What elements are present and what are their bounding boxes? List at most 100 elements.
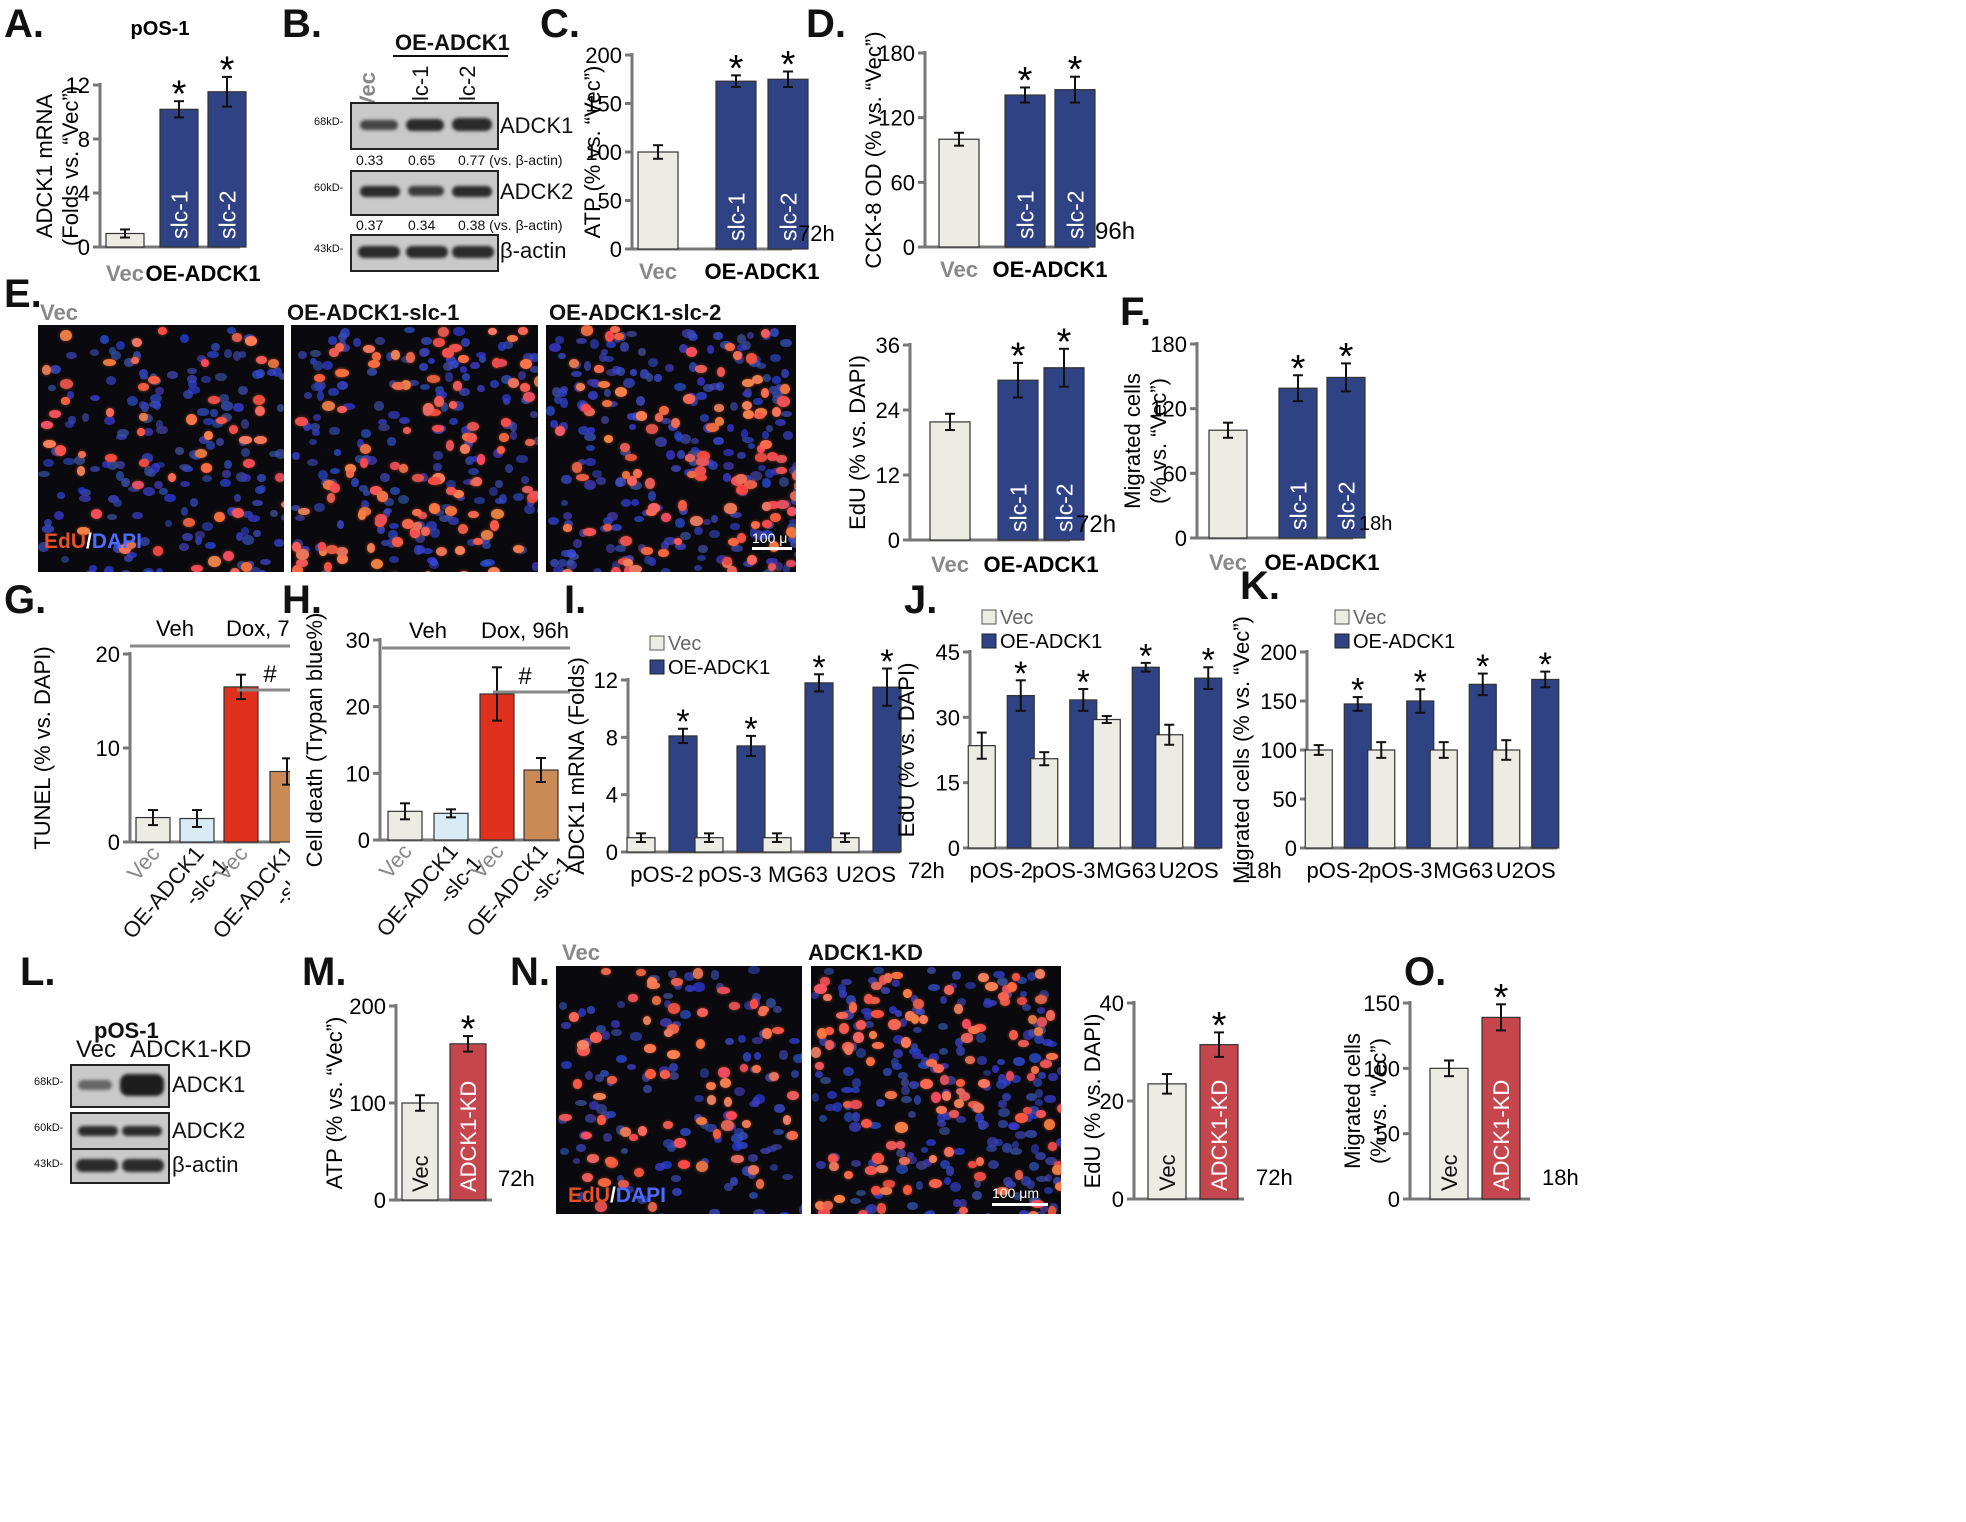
dapi-nucleus bbox=[479, 537, 490, 545]
edu-nucleus bbox=[818, 1207, 831, 1214]
dapi-nucleus bbox=[674, 431, 682, 440]
dapi-nucleus bbox=[79, 495, 92, 502]
I-xlabel: MG63 bbox=[768, 862, 828, 887]
dapi-nucleus bbox=[709, 1208, 720, 1214]
dapi-nucleus bbox=[220, 412, 232, 422]
dapi-nucleus bbox=[243, 510, 253, 519]
dapi-nucleus bbox=[209, 408, 218, 418]
A-star: * bbox=[172, 74, 187, 116]
dapi-nucleus bbox=[117, 428, 130, 438]
dapi-nucleus bbox=[893, 1049, 904, 1059]
dapi-nucleus bbox=[621, 1148, 629, 1155]
F2-ytick-label: 120 bbox=[1150, 397, 1187, 422]
edu-nucleus bbox=[194, 448, 207, 458]
dapi-nucleus bbox=[626, 330, 637, 338]
dapi-nucleus bbox=[951, 971, 962, 980]
dapi-nucleus bbox=[549, 342, 561, 353]
dapi-nucleus bbox=[729, 523, 741, 530]
dapi-nucleus bbox=[155, 419, 164, 429]
edu-nucleus bbox=[604, 1156, 616, 1165]
blot-l-protein-actin: β-actin bbox=[172, 1152, 239, 1177]
edu-nucleus bbox=[1011, 972, 1021, 982]
edu-nucleus bbox=[319, 547, 328, 557]
dapi-nucleus bbox=[366, 368, 378, 376]
edu-nucleus bbox=[445, 439, 454, 451]
edu-nucleus bbox=[1045, 1052, 1058, 1060]
dapi-nucleus bbox=[425, 521, 437, 531]
dapi-nucleus bbox=[699, 1068, 710, 1078]
edu-nucleus bbox=[1006, 982, 1018, 993]
dapi-nucleus bbox=[883, 1067, 892, 1076]
dapi-nucleus bbox=[620, 499, 632, 508]
edu-nucleus bbox=[644, 1044, 656, 1054]
edu-nucleus bbox=[587, 1154, 599, 1163]
edu-nucleus bbox=[402, 427, 412, 435]
dapi-nucleus bbox=[729, 511, 742, 519]
dapi-nucleus bbox=[675, 518, 686, 528]
edu-nucleus bbox=[871, 1010, 884, 1019]
G-hash: # bbox=[263, 661, 277, 688]
edu-nucleus bbox=[274, 473, 284, 483]
dapi-nucleus bbox=[1005, 1180, 1017, 1188]
edu-nucleus bbox=[726, 1110, 738, 1120]
dapi-nucleus bbox=[351, 477, 359, 488]
edu-nucleus bbox=[961, 1033, 973, 1043]
edu-nucleus bbox=[940, 1074, 949, 1085]
dapi-nucleus bbox=[1020, 1176, 1032, 1186]
dapi-nucleus bbox=[362, 489, 370, 497]
edu-nucleus bbox=[359, 457, 369, 469]
G-dox-label: Dox, 72h bbox=[226, 616, 290, 641]
edu-nucleus bbox=[1046, 1010, 1056, 1021]
edu-nucleus bbox=[726, 566, 737, 572]
edu-nucleus bbox=[775, 454, 787, 464]
dapi-nucleus bbox=[343, 403, 355, 410]
dapi-nucleus bbox=[955, 1037, 963, 1048]
dapi-nucleus bbox=[827, 1091, 837, 1100]
dapi-nucleus bbox=[249, 567, 261, 572]
dapi-nucleus bbox=[206, 351, 219, 359]
dapi-nucleus bbox=[248, 515, 261, 522]
edu-nucleus bbox=[295, 416, 308, 427]
dapi-nucleus bbox=[950, 1181, 962, 1192]
edu-nucleus bbox=[506, 334, 519, 343]
dapi-nucleus bbox=[746, 331, 755, 340]
blot-l-lane-kd: ADCK1-KD bbox=[130, 1036, 252, 1063]
dapi-nucleus bbox=[679, 531, 691, 540]
edu-nucleus bbox=[507, 378, 519, 388]
dapi-nucleus bbox=[308, 438, 317, 446]
dapi-nucleus bbox=[892, 979, 900, 987]
dapi-nucleus bbox=[773, 1104, 785, 1113]
dapi-nucleus bbox=[793, 1054, 802, 1063]
edu-nucleus bbox=[876, 1203, 887, 1214]
dapi-nucleus bbox=[783, 431, 793, 441]
D-ytick-label: 60 bbox=[891, 170, 915, 195]
dapi-nucleus bbox=[459, 387, 471, 397]
C-bar bbox=[767, 78, 809, 250]
edu-nucleus bbox=[336, 405, 348, 414]
blot-b-q2-vec: 0.37 bbox=[356, 217, 384, 233]
edu-nucleus bbox=[769, 513, 782, 523]
K-ytick-label: 100 bbox=[1260, 738, 1297, 763]
H-xlabel: Vec bbox=[374, 839, 417, 883]
blot-l-kd-68: 68kD- bbox=[34, 1076, 64, 1088]
panel-label-h: H. bbox=[282, 578, 322, 622]
dapi-nucleus bbox=[588, 390, 598, 401]
K-legend-swatch-vec bbox=[1334, 609, 1350, 625]
edu-nucleus bbox=[43, 439, 57, 449]
dapi-nucleus bbox=[790, 540, 796, 548]
edu-nucleus bbox=[488, 327, 497, 335]
dapi-nucleus bbox=[1045, 1156, 1058, 1166]
dapi-nucleus bbox=[772, 1005, 783, 1014]
D-bar-label: slc-2 bbox=[1062, 190, 1088, 239]
dapi-nucleus bbox=[89, 395, 101, 402]
F1-ytick-label: 24 bbox=[876, 398, 900, 423]
C-ytick-label: 200 bbox=[585, 43, 622, 68]
edu-nucleus bbox=[366, 543, 376, 554]
edu-nucleus bbox=[910, 1014, 920, 1025]
dapi-nucleus bbox=[736, 333, 747, 344]
dapi-nucleus bbox=[386, 351, 394, 361]
I-bar bbox=[804, 682, 834, 853]
F1-xlabel-oe: OE-ADCK1 bbox=[984, 552, 1099, 577]
edu-nucleus bbox=[583, 528, 596, 536]
dapi-nucleus bbox=[600, 415, 610, 424]
